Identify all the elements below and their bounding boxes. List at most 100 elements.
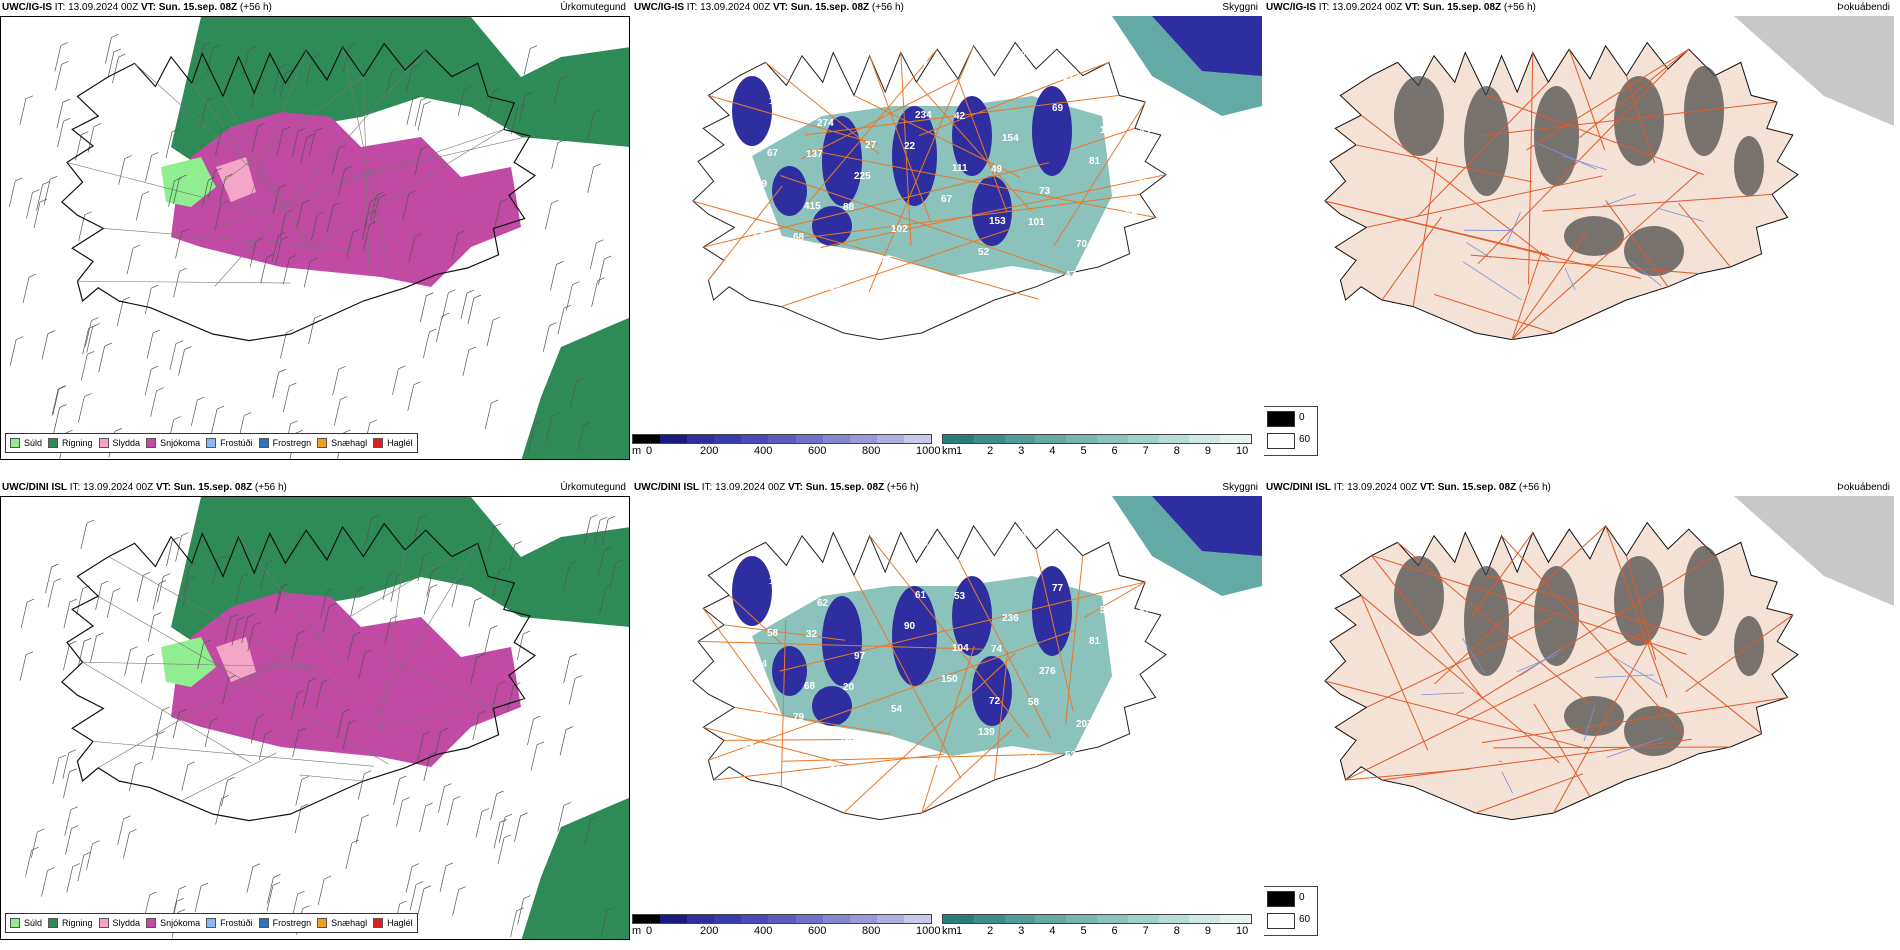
scale-cell	[660, 435, 688, 443]
visibility-value-label: 88	[843, 202, 855, 213]
visibility-value-label: 153	[989, 216, 1006, 227]
wind-barb	[219, 173, 233, 204]
wind-barb	[568, 675, 583, 705]
visibility-value-label: 54	[756, 659, 768, 670]
wind-barb	[447, 795, 461, 826]
legend-swatch	[373, 438, 384, 448]
road	[1475, 773, 1584, 814]
wind-barb	[291, 630, 305, 660]
visibility-value-label: 67	[767, 148, 779, 159]
wind-barb	[63, 640, 77, 671]
road	[1493, 746, 1731, 749]
wind-barb	[294, 803, 309, 834]
road	[804, 94, 1120, 136]
scale-cell	[741, 915, 769, 923]
wind-barb	[451, 577, 466, 608]
visibility-value-label: 63	[830, 765, 842, 776]
wind-barb	[462, 346, 477, 377]
river	[1498, 760, 1503, 763]
wind-barb	[64, 806, 78, 836]
scale-cell	[1220, 915, 1251, 923]
visibility-value-label: 81	[1089, 636, 1101, 647]
valid-time-label: VT:	[772, 2, 788, 13]
valid-time-label: VT:	[140, 2, 156, 13]
wind-barb	[62, 749, 76, 779]
wind-barb	[20, 598, 35, 629]
wind-barb	[591, 277, 605, 307]
scale-cell	[1004, 435, 1036, 443]
fog-index-area	[1534, 566, 1579, 666]
road	[1381, 738, 1692, 781]
scale-tick: 6	[1111, 925, 1118, 937]
legend-label: Haglél	[387, 918, 413, 928]
wind-barb	[165, 128, 180, 158]
scale-tick: 6	[1111, 445, 1118, 457]
wind-barb	[414, 96, 429, 127]
wind-barb	[342, 719, 357, 750]
wind-barb	[249, 237, 264, 268]
wind-barb	[597, 546, 612, 577]
fog-index-panel: UWC/DINI ISL IT: 13.09.2024 00Z VT: Sun.…	[1264, 480, 1894, 940]
wind-barb	[76, 585, 90, 615]
visibility-m-area	[1032, 566, 1072, 656]
scale-cell	[822, 915, 850, 923]
wind-barb	[308, 127, 323, 158]
visibility-value-label: 32	[806, 629, 818, 640]
visibility-value-label: 20	[732, 43, 744, 54]
wind-barb	[498, 813, 513, 844]
coastline	[60, 42, 537, 342]
legend-label: Súld	[24, 918, 43, 928]
road	[1526, 48, 1690, 151]
visibility-value-label: 154	[965, 560, 982, 571]
road	[1579, 48, 1690, 139]
wind-barb	[212, 555, 226, 585]
road	[1412, 156, 1438, 307]
legend-item: Snæhagl	[317, 438, 367, 448]
scale-unit: m	[632, 445, 642, 457]
model-name: UWC/DINI ISL	[1266, 482, 1331, 493]
wind-barb	[144, 365, 159, 396]
legend-swatch	[10, 438, 20, 448]
visibility-value-label: 62	[791, 284, 803, 295]
wind-barb	[315, 679, 330, 709]
road	[306, 129, 504, 250]
wind-barb	[57, 117, 71, 148]
wind-barb	[457, 86, 472, 116]
road	[703, 726, 850, 766]
river	[1421, 692, 1465, 696]
sleet-area	[216, 637, 256, 682]
scale-cell	[903, 435, 932, 443]
wind-barb	[26, 189, 40, 219]
wind-barb	[63, 598, 78, 628]
road	[723, 738, 854, 741]
wind-barb	[405, 64, 420, 94]
legend-item: Haglél	[373, 438, 413, 448]
visibility-value-label: 234	[915, 110, 932, 121]
road	[703, 162, 1049, 248]
visibility-m-area	[892, 586, 937, 686]
scale-tick: 600	[808, 925, 827, 937]
scale-cell	[1035, 435, 1067, 443]
wind-barb	[598, 255, 612, 286]
fog-legend-value: 0	[1299, 892, 1305, 903]
river	[1562, 155, 1607, 171]
visibility-value-label: 75	[1026, 749, 1038, 760]
river	[1564, 267, 1576, 290]
visibility-m-area	[822, 116, 862, 206]
road	[77, 280, 291, 284]
map-frame: 0 60	[1264, 496, 1894, 940]
wind-barb	[336, 708, 351, 739]
scale-cell	[1158, 435, 1190, 443]
road	[806, 149, 1156, 218]
road	[1678, 203, 1731, 268]
wind-barb	[181, 761, 195, 791]
map-frame: 0 60	[1264, 16, 1894, 460]
scale-cell	[903, 915, 932, 923]
scale-tick: 3	[1018, 445, 1025, 457]
wind-barb	[563, 560, 577, 590]
wind-barb	[47, 578, 62, 608]
fog-index-area	[1614, 76, 1664, 166]
wind-barb	[182, 576, 197, 606]
wind-barb	[140, 653, 155, 684]
visibility-value-label: 82	[1015, 50, 1027, 61]
